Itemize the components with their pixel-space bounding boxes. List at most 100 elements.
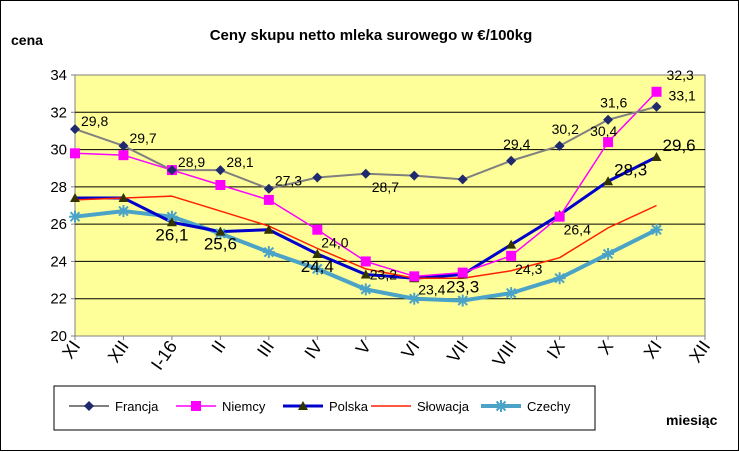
- point-Czechy: [602, 247, 615, 260]
- point-Niemcy: [263, 194, 274, 205]
- x-tick-label: XII: [685, 337, 714, 367]
- point-Francja: [312, 172, 323, 183]
- point-Czechy: [650, 223, 663, 236]
- series-markers: [69, 86, 663, 307]
- data-label: 29,8: [81, 113, 108, 129]
- x-tick-label: XII: [104, 337, 133, 367]
- point-Niemcy: [312, 224, 323, 235]
- legend-label: Francja: [115, 399, 159, 414]
- y-tick-label: 22: [50, 291, 67, 308]
- point-Francja: [263, 183, 274, 194]
- y-tick-label: 28: [50, 179, 67, 196]
- point-Niemcy: [215, 179, 226, 190]
- point-Francja: [603, 114, 614, 125]
- y-tick-label: 24: [50, 253, 67, 270]
- data-label: 29,7: [129, 130, 156, 146]
- point-Niemcy: [651, 86, 662, 97]
- data-label: 23,2: [370, 266, 397, 282]
- data-label: 26,4: [564, 222, 591, 238]
- y-tick-label: 30: [50, 142, 67, 159]
- point-Czechy: [505, 287, 518, 300]
- point-Czechy: [262, 246, 275, 259]
- point-Francja: [215, 165, 226, 176]
- data-label: 33,1: [669, 88, 696, 104]
- point-Polska: [263, 224, 274, 234]
- point-Francja: [118, 140, 129, 151]
- point-Francja: [360, 168, 371, 179]
- data-label: 26,1: [155, 225, 188, 244]
- legend-marker-Francja: [84, 401, 94, 411]
- y-axis-ticks: 20 22 24 26 28 30 32 34: [50, 67, 75, 345]
- point-Czechy: [359, 283, 372, 296]
- data-label: 24,4: [301, 257, 334, 276]
- x-tick-label: III: [253, 337, 278, 361]
- point-Polska: [166, 217, 177, 227]
- x-tick-label: V: [352, 337, 375, 358]
- data-label: 23,4: [418, 281, 445, 297]
- point-Polska: [651, 152, 662, 162]
- data-label: 24,0: [321, 235, 348, 251]
- data-label: 32,3: [667, 67, 694, 83]
- legend-label: Niemcy: [222, 399, 266, 414]
- data-label: 30,4: [590, 123, 617, 139]
- data-label: 29,6: [663, 136, 696, 155]
- point-Niemcy: [603, 137, 614, 148]
- point-Francja: [554, 140, 565, 151]
- point-Czechy: [553, 272, 566, 285]
- point-Niemcy: [457, 267, 468, 278]
- point-Polska: [118, 193, 129, 203]
- x-tick-label: VII: [443, 337, 472, 367]
- x-tick-label: VIII: [489, 337, 521, 371]
- point-Czechy: [117, 205, 130, 218]
- y-tick-label: 26: [50, 216, 67, 233]
- data-labels: 29,8 29,7 28,9 28,1 27,3 28,7 29,4 30,2 31,6 33,1…: [81, 67, 696, 298]
- y-tick-label: 34: [50, 67, 67, 84]
- data-label: 31,6: [600, 95, 627, 111]
- plot-area: [74, 74, 706, 337]
- legend-label: Polska: [329, 399, 369, 414]
- data-label: 24,3: [515, 261, 542, 277]
- point-Francja: [506, 155, 517, 166]
- series-line-Słowacja: [74, 195, 657, 279]
- x-tick-label: VI: [397, 337, 423, 362]
- point-Niemcy: [409, 271, 420, 282]
- x-tick-label: X: [594, 337, 617, 358]
- x-tick-label: IX: [543, 337, 569, 362]
- point-Polska: [312, 248, 323, 258]
- point-Polska: [506, 239, 517, 249]
- point-Polska: [70, 193, 80, 203]
- chart-title: Ceny skupu netto mleka surowego w €/100k…: [210, 27, 533, 44]
- point-Niemcy: [360, 256, 371, 267]
- x-axis-title: miesiąc: [666, 412, 718, 428]
- x-tick-label: IV: [300, 337, 326, 362]
- y-tick-label: 20: [50, 328, 67, 345]
- data-label: 28,3: [614, 160, 647, 179]
- point-Francja: [70, 124, 80, 135]
- data-label: 28,9: [178, 154, 205, 170]
- data-label: 28,1: [226, 154, 253, 170]
- legend-label: Czechy: [527, 399, 571, 414]
- point-Czechy: [408, 292, 421, 305]
- point-Niemcy: [554, 211, 565, 222]
- legend-label: Słowacja: [417, 399, 470, 414]
- legend-marker-Niemcy: [191, 401, 201, 411]
- point-Polska: [603, 176, 614, 186]
- point-Czechy: [456, 294, 469, 307]
- point-Niemcy: [70, 148, 80, 159]
- point-Francja: [457, 174, 468, 185]
- x-tick-label: I-16: [147, 337, 181, 374]
- point-Niemcy: [506, 250, 517, 261]
- y-tick-label: 32: [50, 104, 67, 121]
- point-Polska: [360, 269, 371, 279]
- point-Czechy: [69, 210, 81, 223]
- data-label: 27,3: [275, 173, 302, 189]
- data-label: 23,3: [446, 277, 479, 296]
- x-tick-label: XI: [640, 337, 666, 362]
- legend-entries: Francja Niemcy Polska Słowacja Czechy: [69, 399, 571, 414]
- x-axis-ticks: XI XII I-16 II III IV V VI VII VIII IX X XI XII: [58, 336, 714, 374]
- point-Polska: [215, 226, 226, 236]
- data-label: 25,6: [204, 235, 237, 254]
- point-Francja: [651, 101, 662, 112]
